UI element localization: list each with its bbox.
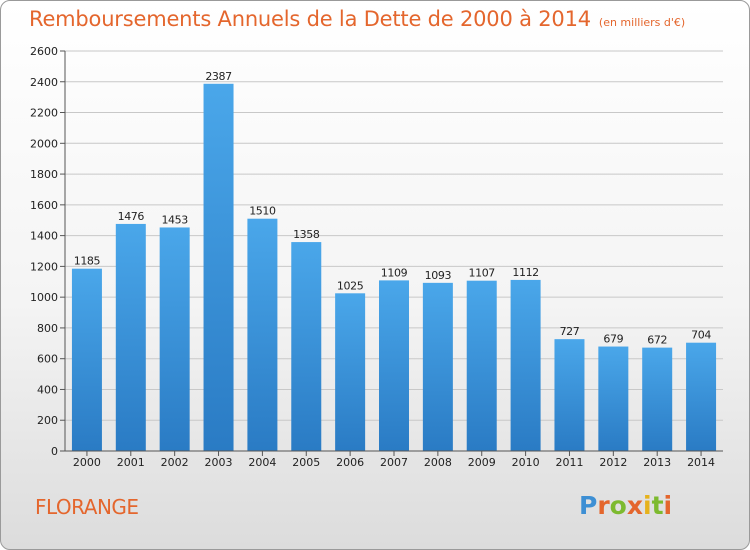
y-tick-label: 2000: [30, 137, 58, 150]
bar-2000: [71, 268, 102, 451]
x-tick-label: 2013: [643, 456, 671, 469]
x-tick-label: 2002: [161, 456, 189, 469]
axes: [60, 50, 723, 456]
y-tick-label: 2200: [30, 107, 58, 120]
value-label: 704: [691, 329, 711, 342]
x-tick-label: 2003: [205, 456, 233, 469]
bar-2006: [335, 293, 366, 451]
y-tick-label: 600: [37, 353, 58, 366]
value-label: 1107: [469, 267, 496, 280]
value-label: 1185: [74, 255, 101, 268]
bar-2013: [642, 347, 673, 451]
proxiti-logo: Proxiti: [579, 491, 673, 520]
x-tick-label: 2008: [424, 456, 452, 469]
value-label: 679: [603, 333, 623, 346]
bar-2007: [379, 280, 409, 451]
x-tick-label: 2004: [248, 456, 276, 469]
chart-subtitle: (en milliers d'€): [598, 16, 686, 29]
bar-2002: [159, 227, 190, 451]
x-tick-label: 2000: [73, 456, 101, 469]
y-tick-label: 1800: [30, 168, 58, 181]
bar-2008: [422, 282, 453, 451]
bar-2003: [203, 83, 234, 452]
y-tick-label: 2400: [30, 76, 58, 89]
value-label: 1025: [337, 279, 364, 292]
x-tick-label: 2006: [336, 456, 364, 469]
bar-2011: [554, 339, 585, 451]
x-tick-label: 2011: [555, 456, 583, 469]
bar-2014: [686, 342, 717, 451]
x-tick-label: 2012: [599, 456, 627, 469]
labels: 0 200 400 600 800 1000 1200 1400 1600 1800 2000 220…: [30, 45, 715, 469]
value-label: 1510: [249, 205, 276, 218]
y-tick-label: 1000: [30, 291, 58, 304]
value-label: 727: [560, 325, 580, 338]
value-label: 1453: [161, 213, 188, 226]
bar-2001: [115, 223, 146, 451]
y-tick-label: 200: [37, 414, 58, 427]
x-tick-label: 2014: [687, 456, 715, 469]
title-row: Remboursements Annuels de la Dette de 20…: [29, 7, 685, 31]
x-tick-label: 2007: [380, 456, 408, 469]
bar-2010: [510, 279, 541, 451]
value-label: 1112: [512, 266, 538, 279]
value-label: 1476: [118, 210, 145, 223]
value-label: 1109: [381, 266, 408, 279]
bar-2005: [291, 242, 322, 451]
x-tick-label: 2010: [512, 456, 540, 469]
value-label: 2387: [205, 70, 232, 83]
value-label: 1358: [293, 228, 320, 241]
y-tick-label: 400: [37, 383, 58, 396]
y-tick-label: 1200: [30, 260, 58, 273]
x-tick-label: 2001: [117, 456, 145, 469]
y-tick-label: 1600: [30, 199, 58, 212]
value-label: 1093: [425, 269, 452, 282]
chart-title: Remboursements Annuels de la Dette de 20…: [29, 7, 591, 31]
commune-name: FLORANGE: [35, 495, 139, 519]
y-tick-label: 2600: [30, 45, 58, 58]
bar-2009: [466, 280, 497, 451]
y-tick-label: 800: [37, 322, 58, 335]
y-tick-label: 0: [51, 445, 58, 458]
bar-2004: [247, 218, 278, 451]
y-tick-label: 1400: [30, 230, 58, 243]
bar-2012: [598, 346, 629, 451]
x-tick-label: 2009: [468, 456, 496, 469]
value-label: 672: [647, 334, 667, 347]
bars: [71, 83, 717, 452]
x-tick-label: 2005: [292, 456, 320, 469]
